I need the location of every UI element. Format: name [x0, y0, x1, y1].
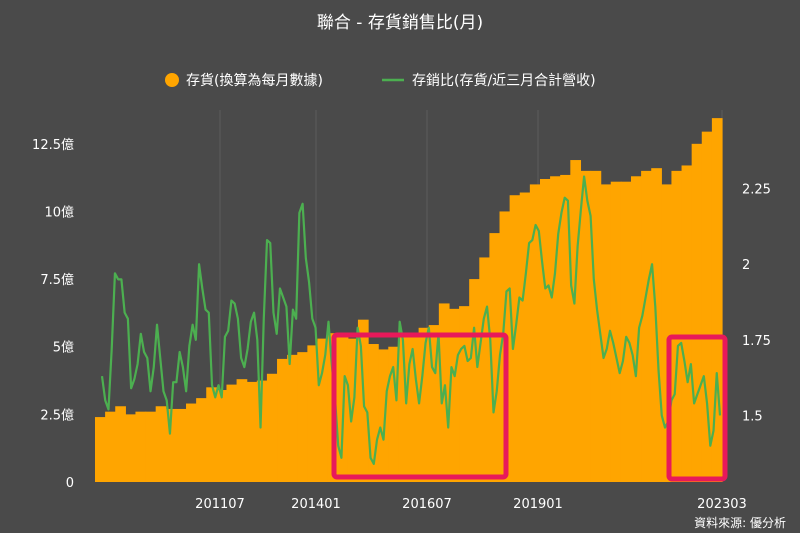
legend-bar-swatch — [165, 73, 179, 87]
bar — [206, 387, 217, 482]
bar — [590, 170, 602, 482]
bar — [418, 327, 430, 482]
bar — [95, 417, 106, 482]
bar — [256, 380, 268, 482]
bar — [175, 408, 187, 482]
bar — [691, 143, 703, 482]
bar — [105, 411, 116, 482]
bar — [550, 176, 561, 482]
bar — [671, 170, 683, 482]
y-axis-right: 1.5 1.75 2 2.25 — [742, 183, 771, 425]
y-left-tick-label: 5億 — [53, 340, 74, 356]
x-tick-label: 201901 — [513, 497, 563, 512]
bar — [135, 411, 147, 482]
highlight-box — [666, 334, 728, 482]
bar — [560, 174, 571, 482]
bar — [580, 170, 592, 482]
bar — [529, 184, 541, 482]
bar — [701, 131, 713, 482]
y-left-tick-label: 2.5億 — [40, 407, 74, 423]
ratio-line — [100, 175, 722, 465]
y-axis-left: 0 2.5億 5億 7.5億 10億 12.5億 — [32, 137, 74, 491]
bar — [246, 381, 258, 482]
y-left-tick-label: 0 — [66, 476, 74, 491]
bar — [155, 406, 167, 482]
bar — [196, 398, 207, 482]
bar — [266, 373, 278, 482]
y-right-tick-label: 1.5 — [742, 410, 763, 425]
bar — [539, 178, 551, 483]
bar — [125, 414, 137, 482]
source-note: 資料來源: 優分析 — [694, 516, 786, 530]
bar — [428, 325, 440, 482]
bar — [610, 181, 622, 482]
bar — [317, 338, 329, 482]
bar — [570, 160, 582, 483]
bar — [408, 333, 420, 482]
bar — [459, 306, 470, 482]
x-tick-label: 201401 — [291, 497, 341, 512]
bar — [600, 184, 612, 482]
chart-title: 聯合 - 存貨銷售比(月) — [317, 13, 483, 33]
line-series — [100, 175, 722, 465]
bar — [277, 358, 288, 482]
bar — [711, 118, 723, 483]
highlight-boxes — [331, 332, 728, 482]
x-tick-label: 201607 — [402, 497, 452, 512]
bar — [519, 192, 531, 482]
bar — [216, 390, 228, 482]
bar — [115, 406, 126, 482]
y-right-tick-label: 2 — [742, 258, 750, 273]
bar — [489, 233, 501, 482]
bar — [448, 308, 460, 482]
bar — [186, 403, 197, 482]
bar — [388, 346, 399, 482]
bar — [145, 411, 157, 482]
x-axis: 201107 201401 201607 201901 202303 — [195, 497, 747, 512]
x-tick-label: 201107 — [195, 497, 245, 512]
y-right-tick-label: 1.75 — [742, 334, 771, 349]
bar — [368, 344, 379, 482]
bar — [681, 165, 693, 482]
bar — [165, 408, 177, 482]
highlight-box — [331, 332, 509, 480]
bar — [661, 184, 673, 482]
bar — [287, 354, 298, 482]
legend: 存貨(換算為每月數據) 存銷比(存貨/近三月合計營收) — [165, 72, 596, 89]
y-right-tick-label: 2.25 — [742, 183, 771, 198]
bar — [469, 279, 480, 482]
bar — [620, 181, 632, 482]
bar — [479, 257, 490, 482]
bar — [307, 345, 319, 482]
bar — [378, 349, 389, 482]
bar-series — [95, 118, 723, 483]
bar — [641, 170, 652, 482]
bar — [226, 384, 238, 482]
legend-line-label: 存銷比(存貨/近三月合計營收) — [412, 72, 596, 89]
x-tick-label: 202303 — [697, 497, 747, 512]
legend-bar-label: 存貨(換算為每月數據) — [186, 72, 323, 89]
bar — [297, 352, 308, 482]
y-left-tick-label: 7.5億 — [40, 272, 74, 288]
bar — [398, 335, 410, 482]
y-left-tick-label: 12.5億 — [32, 137, 74, 153]
bar — [630, 176, 642, 482]
y-left-tick-label: 10億 — [44, 205, 74, 221]
bar — [236, 379, 248, 482]
